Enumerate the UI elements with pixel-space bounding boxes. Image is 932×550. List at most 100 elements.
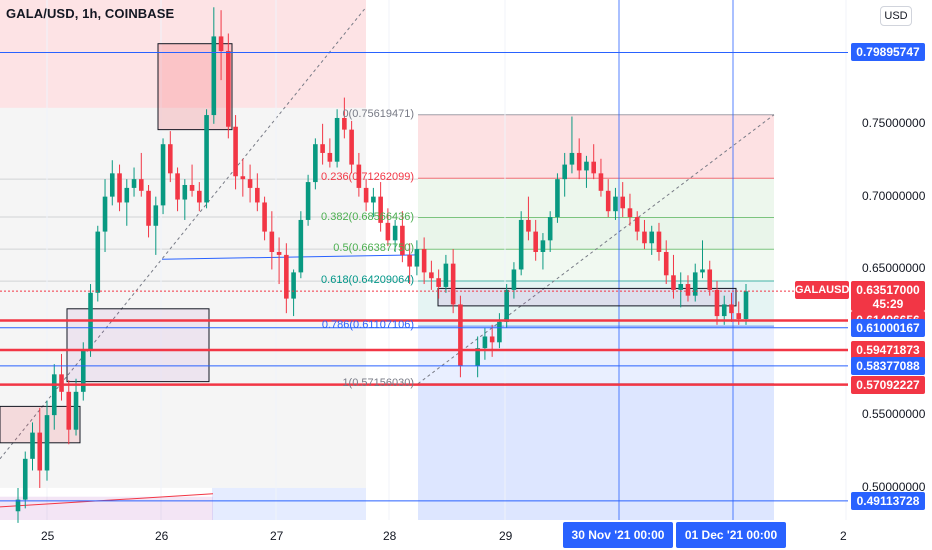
candles	[15, 7, 749, 523]
fib-band	[418, 178, 774, 218]
candle-body	[620, 196, 626, 209]
candle-body	[298, 219, 304, 273]
y-tick-label: 0.65000000	[862, 261, 926, 276]
candle-body	[547, 217, 553, 241]
candle-body	[153, 205, 159, 226]
candle-body	[327, 152, 333, 162]
fib-extension-zone	[418, 383, 774, 520]
currency-button[interactable]: USD	[880, 6, 912, 26]
zone-box	[0, 496, 213, 520]
candle-body	[685, 284, 691, 296]
candle-body	[707, 269, 713, 290]
candle-body	[226, 50, 231, 127]
candle-body	[656, 231, 662, 252]
grid-lines	[46, 0, 847, 520]
candle-body	[634, 217, 640, 232]
candle-body	[421, 249, 427, 273]
candle-body	[371, 196, 376, 203]
price-badge: 0.59471873	[851, 340, 925, 359]
candle-body	[400, 225, 405, 255]
candle-body	[482, 336, 488, 349]
candle-body	[518, 219, 524, 270]
candle-body	[743, 291, 749, 319]
candle-body	[342, 117, 347, 130]
price-badge: 0.79895747	[851, 43, 925, 62]
candle-body	[613, 196, 618, 212]
candle-body	[240, 176, 246, 180]
fib-band	[418, 326, 774, 384]
current-price-badge: 0.63517000 45:29	[851, 281, 925, 311]
candle-body	[51, 374, 57, 416]
fib-band	[418, 217, 774, 250]
candle-body	[247, 179, 253, 188]
candle-body	[598, 173, 604, 191]
candle-body	[642, 231, 647, 244]
candle-body	[576, 152, 582, 171]
y-tick-label: 0.55000000	[862, 407, 926, 422]
candle-body	[385, 222, 391, 241]
candle-body	[37, 432, 43, 471]
time-badge-01dec: 01 Dec '21 00:00	[676, 522, 786, 548]
candle-body	[131, 179, 137, 188]
zone-box	[437, 287, 737, 307]
candle-body	[540, 240, 546, 252]
candle-body	[146, 190, 151, 226]
candle-body	[175, 173, 180, 200]
candle-body	[189, 184, 195, 191]
candle-body	[663, 251, 669, 276]
y-tick-label: 0.75000000	[862, 115, 926, 130]
candle-body	[363, 187, 369, 203]
candle-body	[533, 231, 538, 252]
x-tick-label: 2	[840, 529, 847, 543]
candle-body	[124, 187, 130, 203]
candle-body	[22, 458, 28, 500]
countdown: 45:29	[872, 297, 904, 311]
candle-body	[320, 144, 325, 153]
candle-body	[489, 336, 495, 343]
fib-label: 0(0.75619471)	[342, 107, 414, 120]
candle-body	[443, 263, 449, 287]
zone-box	[157, 43, 233, 131]
candle-body	[305, 182, 311, 220]
candle-body	[44, 415, 50, 471]
fib-label: 0.618(0.64209064)	[321, 273, 414, 286]
background-zones	[0, 0, 775, 520]
candle-body	[700, 269, 705, 273]
candle-body	[429, 272, 434, 279]
fib-band	[418, 114, 774, 179]
candle-body	[649, 231, 655, 244]
current-price: 0.63517000	[856, 283, 920, 297]
long-zone-left	[212, 487, 366, 520]
candle-body	[692, 272, 698, 296]
candle-body	[276, 251, 282, 255]
candle-body	[475, 348, 480, 366]
price-badge: 0.49113728	[851, 491, 925, 510]
candle-body	[627, 208, 633, 218]
candle-body	[584, 161, 589, 171]
candle-body	[80, 349, 86, 392]
horizontal-lines	[0, 51, 848, 502]
candle-body	[526, 219, 531, 232]
x-tick-label: 27	[270, 529, 284, 543]
price-badge: 0.58377088	[851, 356, 925, 375]
short-zone-left	[0, 0, 366, 108]
candle-body	[678, 284, 684, 290]
candle-body	[736, 313, 742, 319]
candle-body	[511, 269, 517, 290]
candle-body	[407, 254, 412, 267]
drawing-zones	[0, 43, 737, 520]
chart-title: GALA/USD, 1h, COINBASE	[6, 6, 175, 21]
fib-label: 1(0.57156030)	[342, 376, 414, 389]
fib-label: 0.236(0.71262099)	[321, 171, 414, 184]
candle-body	[30, 432, 35, 459]
candle-body	[497, 321, 502, 343]
candle-body	[714, 289, 720, 317]
y-tick-label: 0.50000000	[862, 479, 926, 494]
trend-line	[161, 254, 419, 260]
fib-label: 0.5(0.66387750)	[333, 242, 414, 255]
candle-body	[168, 144, 173, 174]
candle-body	[414, 249, 420, 267]
candle-body	[605, 190, 611, 212]
candle-body	[197, 190, 202, 203]
